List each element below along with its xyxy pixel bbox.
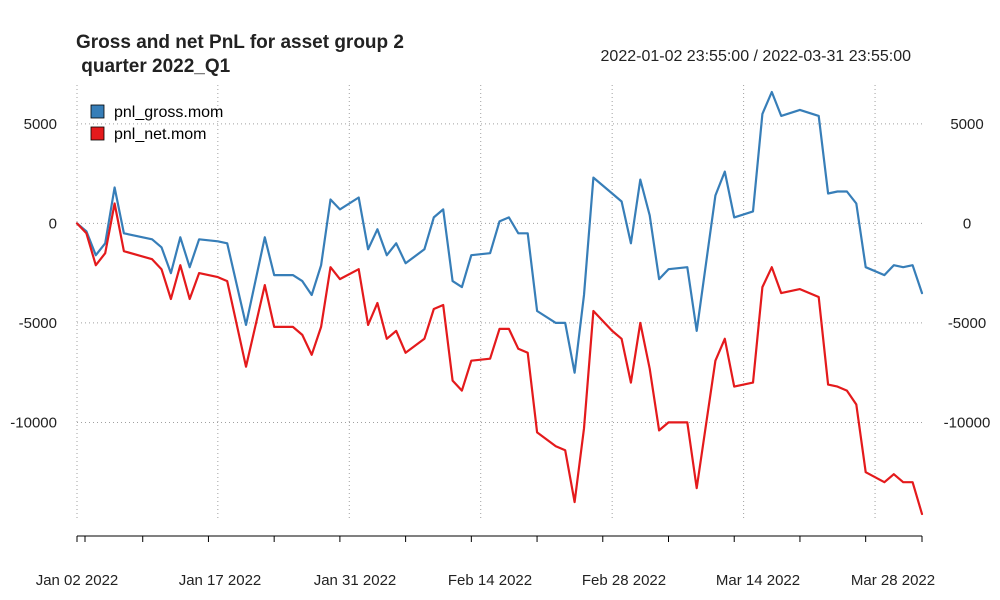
- x-tick-label: Jan 31 2022: [314, 572, 397, 589]
- grid: [76, 85, 922, 518]
- y-tick-label-left: -10000: [10, 414, 57, 431]
- y-tick-label-left: 5000: [24, 116, 57, 133]
- series-line-gross: [75, 90, 924, 374]
- legend-swatch-net: [90, 126, 105, 141]
- y-tick-label-right: 0: [963, 215, 971, 232]
- legend-label-net: pnl_net.mom: [114, 126, 207, 143]
- series-lines: [75, 90, 924, 516]
- series-line-net: [75, 202, 924, 516]
- x-tick-label: Jan 17 2022: [179, 572, 262, 589]
- chart-title-line-1: Gross and net PnL for asset group 2: [76, 32, 404, 53]
- date-range-label: 2022-01-02 23:55:00 / 2022-03-31 23:55:0…: [601, 48, 912, 65]
- x-tick-label: Mar 28 2022: [851, 572, 935, 589]
- chart-title-line-2: quarter 2022_Q1: [76, 56, 231, 77]
- legend-swatch-gross: [90, 104, 105, 119]
- x-tick-label: Feb 14 2022: [448, 572, 532, 589]
- y-tick-label-left: -5000: [19, 315, 57, 332]
- y-tick-label-right: -5000: [948, 315, 986, 332]
- y-tick-label-left: 0: [49, 215, 57, 232]
- axes: Jan 02 2022 Jan 17 2022 Jan 31 2022 Feb 14 …: [10, 116, 990, 589]
- y-tick-label-right: 5000: [950, 116, 983, 133]
- y-tick-label-right: -10000: [944, 414, 991, 431]
- legend-label-gross: pnl_gross.mom: [114, 104, 223, 121]
- x-tick-label: Jan 02 2022: [36, 572, 119, 589]
- x-tick-label: Feb 28 2022: [582, 572, 666, 589]
- legend: pnl_gross.mom pnl_net.mom: [90, 104, 223, 143]
- x-tick-label: Mar 14 2022: [716, 572, 800, 589]
